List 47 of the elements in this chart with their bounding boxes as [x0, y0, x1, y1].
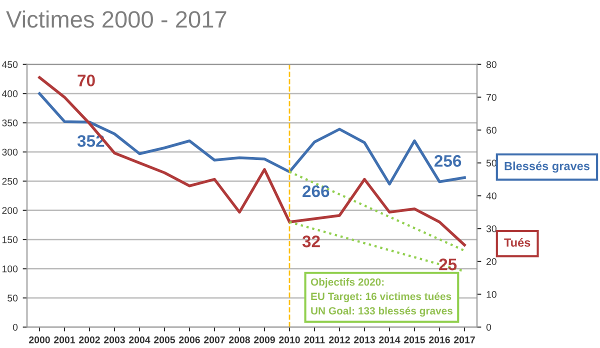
y-tick-label: 250 [2, 178, 18, 185]
x-tick-label: 2006 [179, 336, 200, 344]
y-tick-label: 200 [2, 207, 18, 214]
annotation: Objectifs 2020: EU Target: 16 victimes tuées UN Goal: 133 blessés graves [310, 278, 453, 317]
x-tick-label: 2007 [204, 336, 225, 344]
x-tick-label: 2009 [254, 336, 275, 344]
y2-tick-label: 30 [486, 225, 496, 232]
y2-tick-label: 0 [486, 324, 492, 331]
data-label: 266 [302, 185, 330, 198]
text: Tués [504, 238, 530, 247]
line-series [38, 92, 466, 186]
data-label: 70 [78, 74, 95, 86]
y-tick-label: 450 [2, 61, 18, 68]
line-series [38, 76, 466, 246]
y-tick-label: 300 [2, 148, 18, 156]
y2-tick-label: 20 [486, 258, 496, 266]
x-tick-label: 2012 [329, 336, 350, 344]
y2-tick-label: 40 [486, 192, 496, 200]
y-tick-label: 150 [2, 236, 18, 244]
x-tick-label: 2013 [354, 336, 375, 344]
data-label: 256 [434, 155, 462, 167]
x-tick-label: 2004 [129, 336, 150, 344]
x-tick-label: 2015 [404, 336, 426, 344]
x-tick-label: 2000 [29, 336, 50, 344]
y-tick-label: 350 [2, 120, 18, 126]
x-tick-label: 2002 [79, 336, 100, 344]
x-tick-label: 2017 [454, 336, 475, 344]
x-tick-label: 2003 [104, 336, 125, 344]
y-tick-label: 0 [12, 324, 18, 331]
x-tick-label: 2005 [154, 336, 176, 344]
x-tick-label: 2008 [229, 336, 250, 344]
text: Blessés graves [504, 161, 590, 173]
y2-tick-label: 60 [486, 126, 496, 134]
y-tick-label: 400 [2, 90, 18, 98]
x-tick-label: 2014 [379, 336, 400, 344]
y-tick-label: 100 [2, 265, 18, 272]
x-tick-label: 2011 [304, 336, 325, 344]
x-tick-label: 2001 [54, 336, 76, 344]
y2-tick-label: 70 [486, 94, 496, 101]
y2-tick-label: 10 [486, 291, 496, 298]
y2-tick-label: 80 [486, 61, 496, 68]
y-tick-label: 50 [8, 294, 18, 302]
data-label: 25 [439, 258, 457, 270]
x-tick-label: 2016 [429, 336, 450, 344]
x-tick-label: 2010 [279, 336, 300, 344]
data-label: 32 [302, 236, 320, 248]
chart-title: Victimes 2000 - 2017 [6, 10, 226, 28]
